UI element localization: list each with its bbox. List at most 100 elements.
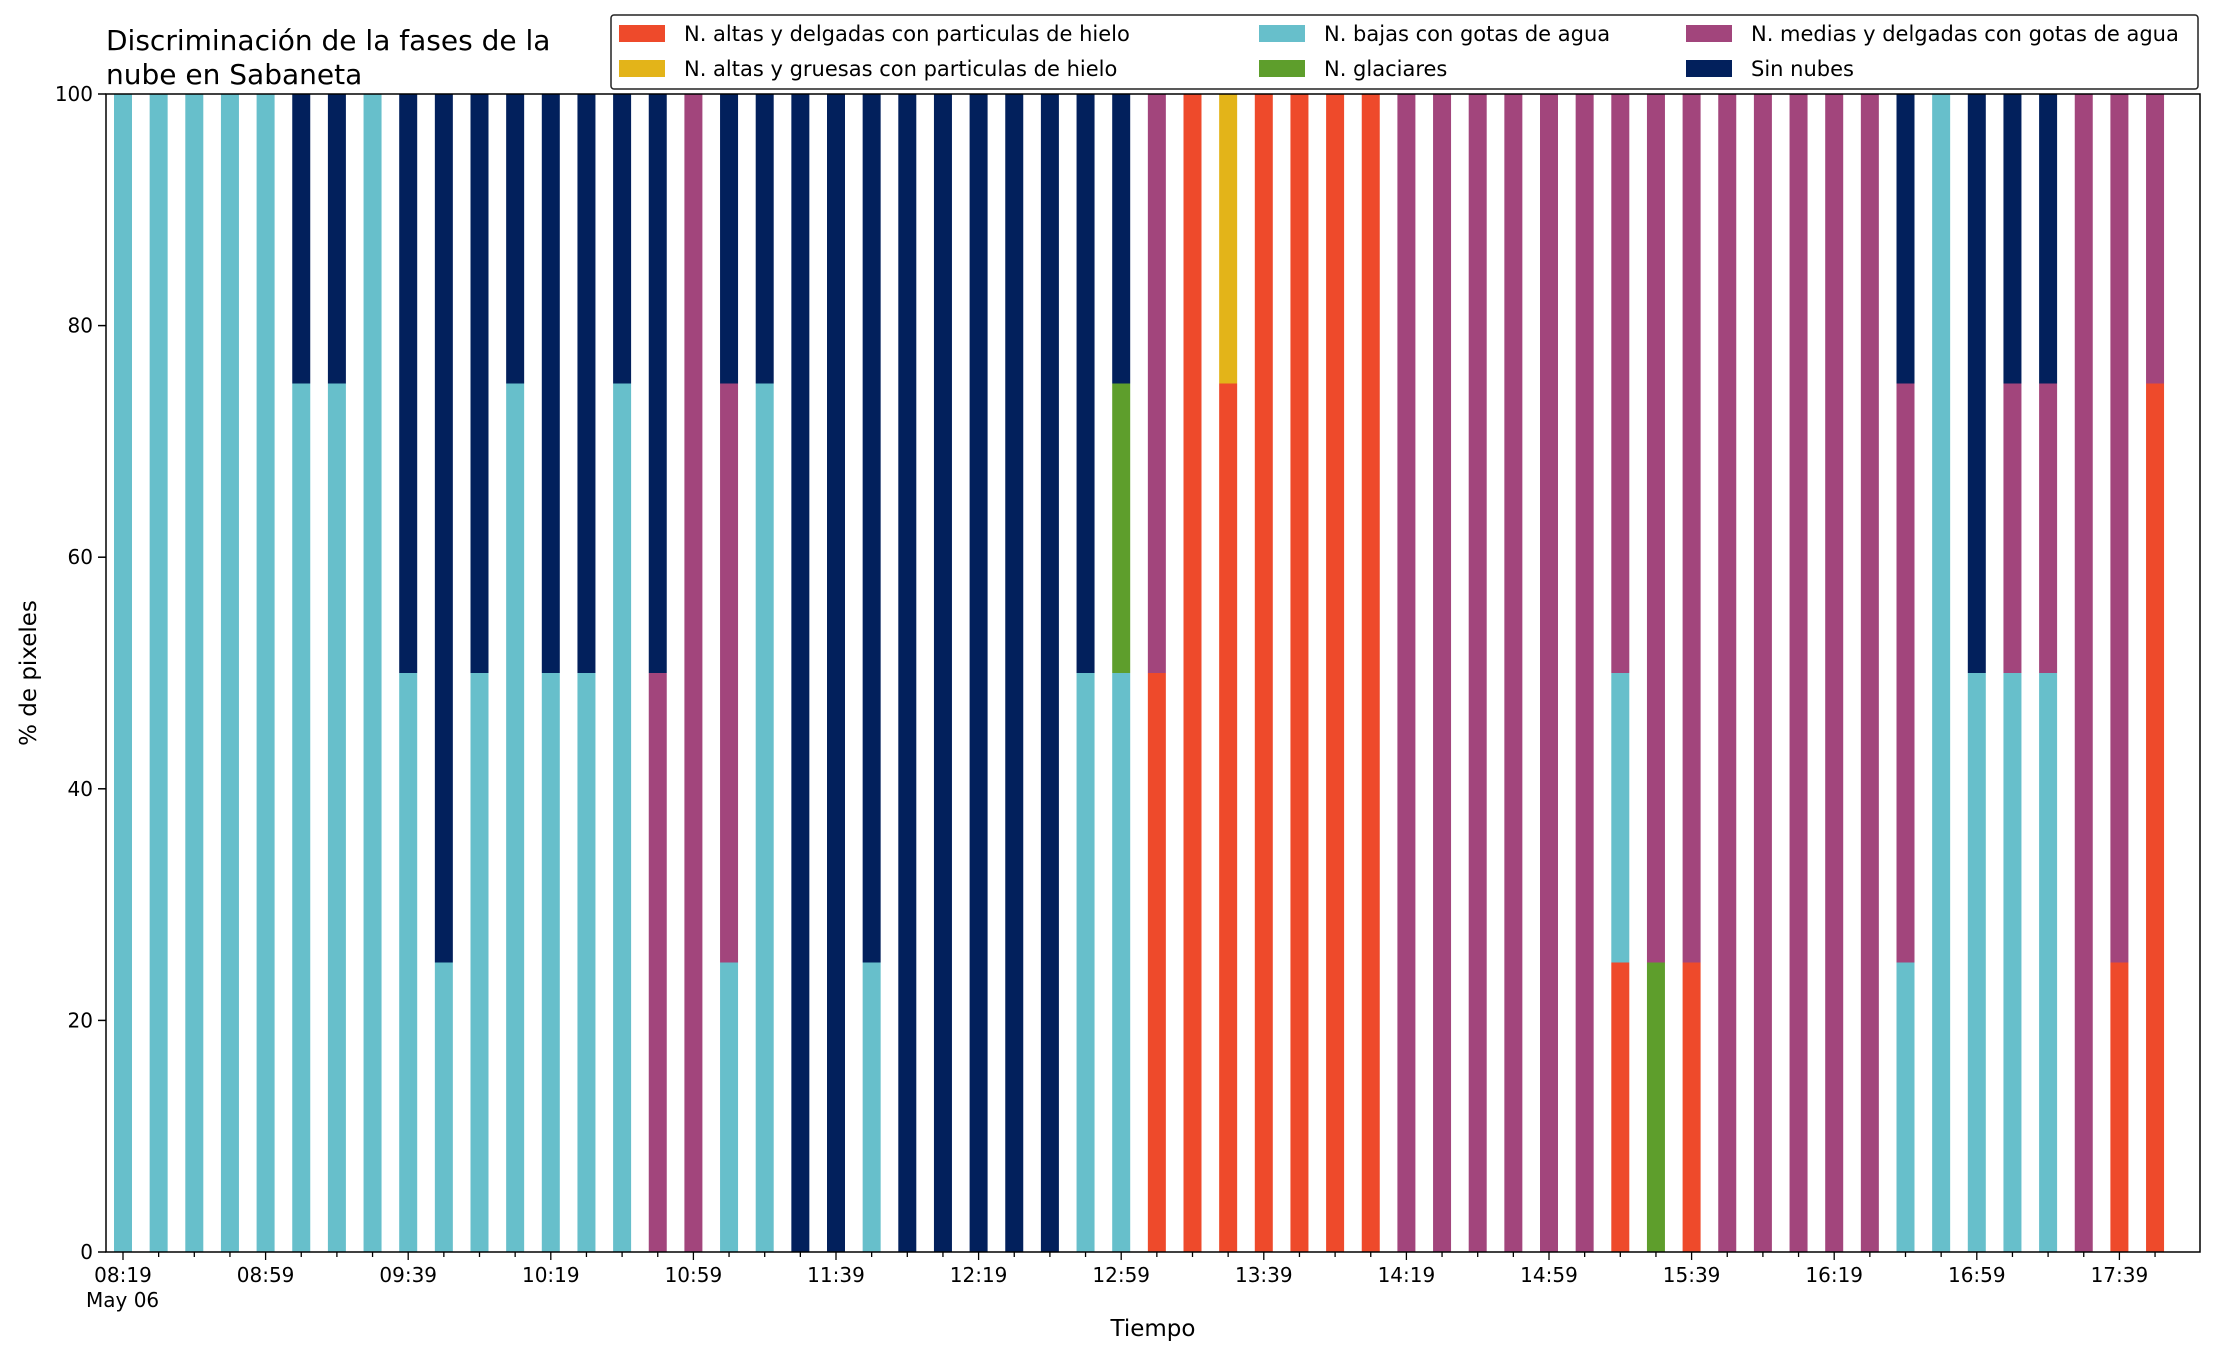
x-axis-label: Tiempo	[1110, 1316, 1196, 1342]
legend-label: N. altas y delgadas con particulas de hi…	[684, 22, 1130, 46]
x-tick-label: 17:39	[2091, 1263, 2149, 1287]
bar-segment	[2003, 383, 2022, 673]
bar-segment	[363, 94, 382, 1252]
bar-segment	[1540, 94, 1558, 1252]
bar-segment	[1646, 962, 1665, 1252]
bar-segment	[2074, 94, 2093, 1252]
bar-segment	[1219, 383, 1238, 1252]
bar-segment	[1646, 94, 1665, 963]
bar-segment	[1112, 383, 1131, 673]
y-tick-label: 60	[68, 545, 93, 569]
x-tick-label: 12:19	[950, 1263, 1008, 1287]
bar-segment	[648, 673, 667, 1252]
bar-segment	[613, 94, 632, 384]
legend-label: N. medias y delgadas con gotas de agua	[1751, 22, 2179, 46]
bar-segment	[506, 383, 525, 1252]
x-tick-label: 09:39	[379, 1263, 437, 1287]
legend-swatch	[1259, 25, 1305, 42]
y-axis-label: % de pixeles	[16, 600, 42, 746]
bar-segment	[1718, 94, 1737, 1252]
bar-segment	[2039, 94, 2058, 384]
bar-segment	[1896, 94, 1915, 384]
legend-label: N. altas y gruesas con particulas de hie…	[684, 57, 1117, 81]
bar-segment	[434, 962, 453, 1252]
bar-segment	[541, 673, 560, 1252]
bar-segment	[1967, 673, 1986, 1252]
legend-label: N. bajas con gotas de agua	[1324, 22, 1610, 46]
bar-segment	[1076, 673, 1095, 1252]
bar-segment	[399, 94, 418, 673]
bar-segment	[2110, 94, 2129, 963]
bar-segment	[220, 94, 239, 1252]
bar-segment	[1504, 94, 1523, 1252]
x-tick-label: 10:19	[522, 1263, 580, 1287]
bar-segment	[1112, 673, 1131, 1252]
bar-segment	[648, 94, 667, 673]
x-tick-label: 14:59	[1520, 1263, 1578, 1287]
bar-segment	[1147, 673, 1166, 1252]
bar-segment	[862, 94, 881, 963]
bar-segment	[969, 94, 988, 1252]
bar-segment	[1468, 94, 1487, 1252]
bar-segment	[1147, 94, 1166, 673]
bar-segment	[1040, 94, 1059, 1252]
bar-segment	[2146, 383, 2165, 1252]
bar-segment	[1682, 962, 1701, 1252]
bar-segment	[1112, 94, 1131, 384]
bar-segment	[470, 94, 489, 673]
bar-segment	[327, 383, 346, 1252]
bar-segment	[434, 94, 453, 963]
x-axis-date-label: May 06	[86, 1288, 159, 1312]
x-tick-label: 16:59	[1948, 1263, 2006, 1287]
legend-label: N. glaciares	[1324, 57, 1447, 81]
bar-segment	[1076, 94, 1095, 673]
bar-segment	[399, 673, 418, 1252]
bar-segment	[1896, 962, 1915, 1252]
bar-segment	[720, 383, 739, 963]
legend-swatch	[1259, 60, 1305, 77]
bar-segment	[470, 673, 489, 1252]
bar-segment	[2146, 94, 2165, 384]
bar-segment	[292, 383, 311, 1252]
bar-segment	[1896, 383, 1915, 963]
legend: N. altas y delgadas con particulas de hi…	[610, 14, 2199, 90]
x-tick-label: 08:19	[94, 1263, 152, 1287]
chart-title-line-1: Discriminación de la fases de la	[106, 24, 550, 57]
bar-segment	[827, 94, 845, 1252]
bar-segment	[1326, 94, 1345, 1252]
legend-swatch	[1686, 25, 1732, 42]
legend-label: Sin nubes	[1751, 57, 1854, 81]
bar-segment	[1932, 94, 1951, 1252]
bar-segment	[1611, 962, 1630, 1252]
bar-segment	[2039, 673, 2058, 1252]
bar-segment	[292, 94, 311, 384]
bar-segment	[149, 94, 168, 1252]
bar-segment	[791, 94, 810, 1252]
bar-segment	[1860, 94, 1879, 1252]
y-tick-label: 0	[80, 1240, 93, 1264]
bar-segment	[1361, 94, 1380, 1252]
bar-segment	[1183, 94, 1202, 1252]
x-tick-label: 12:59	[1092, 1263, 1150, 1287]
chart-title-line-2: nube en Sabaneta	[106, 58, 362, 91]
y-tick-label: 40	[68, 777, 93, 801]
bar-segment	[2110, 962, 2129, 1252]
legend-box	[610, 14, 2199, 90]
bar-segment	[755, 383, 774, 1252]
x-tick-label: 10:59	[665, 1263, 723, 1287]
bar-segment	[1753, 94, 1772, 1252]
bar-segment	[327, 94, 346, 384]
bar-segment	[2039, 383, 2058, 673]
y-tick-label: 20	[68, 1008, 93, 1032]
x-tick-label: 15:39	[1663, 1263, 1721, 1287]
bar-segment	[720, 962, 739, 1252]
bar-segment	[755, 94, 774, 384]
bar-segment	[862, 962, 881, 1252]
bar-segment	[1575, 94, 1594, 1252]
bar-segment	[114, 94, 132, 1252]
bar-segment	[541, 94, 560, 673]
bars-layer	[114, 94, 2165, 1252]
bar-segment	[1789, 94, 1808, 1252]
